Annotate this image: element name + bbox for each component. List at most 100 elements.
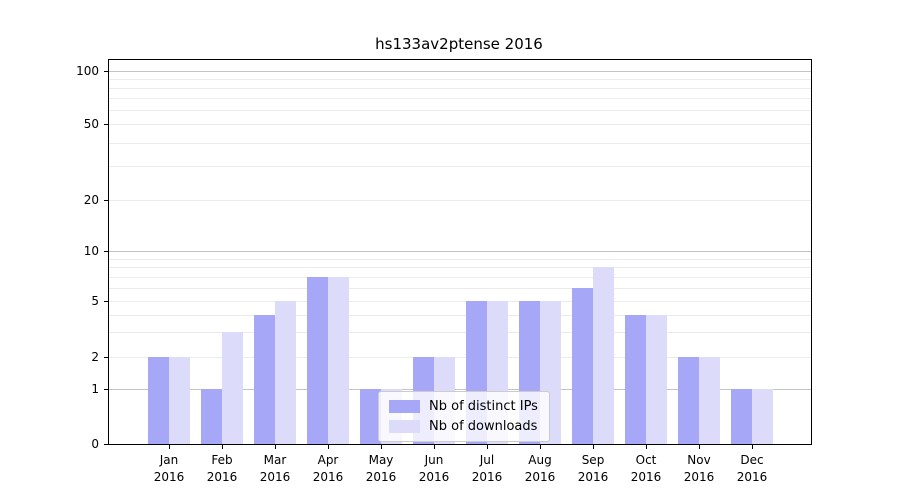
x-label-month: Jan [159,453,179,467]
x-axis-tick-label: Apr 2016 [298,452,358,486]
x-axis-tick [593,445,594,449]
x-label-month: Jul [479,453,495,467]
x-label-year: 2016 [365,470,397,484]
x-axis-tick [487,445,488,449]
y-axis-tick [104,71,109,72]
gridline-minor [109,332,811,333]
x-label-year: 2016 [524,470,556,484]
x-axis-tick [222,445,223,449]
bar-sep-downloads [593,267,614,444]
x-label-month: Jun [424,453,444,467]
gridline-major [109,389,811,390]
legend-row: Nb of distinct IPs [389,399,538,414]
x-label-month: Nov [687,453,711,467]
bar-feb-downloads [222,332,243,444]
gridline-minor [109,143,811,144]
x-label-year: 2016 [312,470,344,484]
y-axis-tick [104,357,109,358]
x-label-year: 2016 [736,470,768,484]
x-label-month: May [368,453,394,467]
y-axis-tick-label: 0 [91,437,99,451]
x-axis-tick [169,445,170,449]
y-axis-tick-label: 50 [83,117,99,131]
x-axis-tick-label: Mar 2016 [245,452,305,486]
x-axis-tick [434,445,435,449]
y-axis-tick [104,301,109,302]
bar-apr-downloads [328,277,349,444]
y-axis-tick [104,200,109,201]
x-axis-tick-label: Aug 2016 [510,452,570,486]
bar-jan-downloads [169,357,190,444]
bar-may-distinct-ips [360,389,381,444]
legend-label-distinct-ips: Nb of distinct IPs [429,399,538,414]
x-label-year: 2016 [259,470,291,484]
x-label-month: Dec [740,453,764,467]
bar-jan-distinct-ips [148,357,169,444]
x-label-month: Aug [528,453,552,467]
x-axis-tick-label: Jan 2016 [139,452,199,486]
gridline-minor [109,200,811,201]
gridline-minor [109,88,811,89]
gridline-minor [109,288,811,289]
x-label-year: 2016 [471,470,503,484]
gridline-minor [109,277,811,278]
x-axis-tick [328,445,329,449]
x-label-year: 2016 [630,470,662,484]
plot-area: Nb of distinct IPs Nb of downloads 0 1 2 5 1… [76,59,812,484]
bar-mar-distinct-ips [254,315,275,444]
bar-feb-distinct-ips [201,389,222,444]
bar-nov-distinct-ips [678,357,699,444]
legend-row: Nb of downloads [389,419,538,434]
x-axis-tick [540,445,541,449]
legend-swatch-distinct-ips [389,400,420,413]
bar-oct-downloads [646,315,667,444]
gridline-minor [109,357,811,358]
x-axis-tick-label: Feb 2016 [192,452,252,486]
x-label-year: 2016 [206,470,238,484]
x-label-month: Sep [581,453,605,467]
y-axis-tick [104,251,109,252]
gridline-minor [109,166,811,167]
x-label-year: 2016 [683,470,715,484]
bar-oct-distinct-ips [625,315,646,444]
x-label-year: 2016 [153,470,185,484]
bar-dec-distinct-ips [731,389,752,444]
bar-mar-downloads [275,301,296,444]
x-label-month: Feb [211,453,233,467]
x-label-month: Mar [263,453,287,467]
bar-sep-distinct-ips [572,288,593,444]
y-axis-tick-label: 2 [91,350,99,364]
x-axis-tick-label: Nov 2016 [669,452,729,486]
x-axis-tick-label: May 2016 [351,452,411,486]
x-label-year: 2016 [418,470,450,484]
x-label-month: Oct [635,453,657,467]
gridline-minor [109,110,811,111]
legend-label-downloads: Nb of downloads [429,419,538,434]
x-axis-tick [699,445,700,449]
x-axis-tick [275,445,276,449]
x-axis-tick [646,445,647,449]
gridline-minor [109,79,811,80]
y-axis-tick [104,124,109,125]
legend: Nb of distinct IPs Nb of downloads [378,391,550,442]
x-axis-tick [752,445,753,449]
y-axis-tick-label: 5 [91,294,99,308]
bar-apr-distinct-ips [307,277,328,444]
x-label-year: 2016 [577,470,609,484]
gridline-major [109,71,811,72]
y-axis-tick-label: 1 [91,382,99,396]
x-axis-tick-label: Jul 2016 [457,452,517,486]
legend-swatch-downloads [389,420,420,433]
gridline-minor [109,259,811,260]
y-axis-tick [104,444,109,445]
bar-nov-downloads [699,357,720,444]
gridline-minor [109,267,811,268]
x-axis-tick-label: Jun 2016 [404,452,464,486]
bar-dec-downloads [752,389,773,444]
gridline-major [109,251,811,252]
chart-title: hs133av2ptense 2016 [375,35,543,53]
x-axis-tick-label: Oct 2016 [616,452,676,486]
gridline-minor [109,98,811,99]
y-axis-tick [104,389,109,390]
